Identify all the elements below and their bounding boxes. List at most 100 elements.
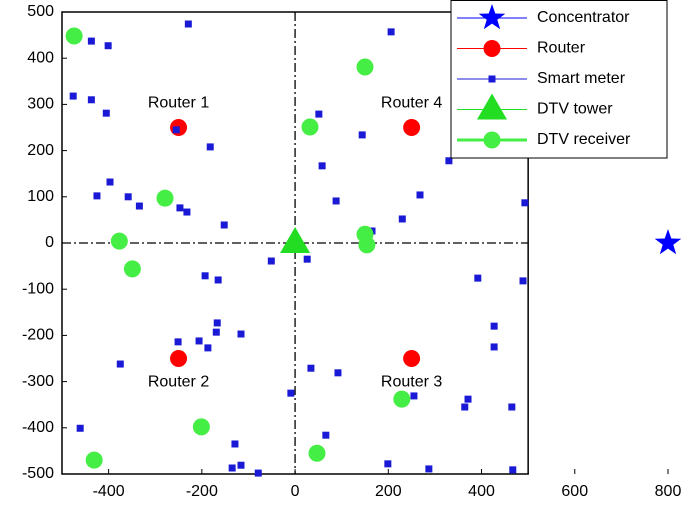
point-label: Router 4 (381, 95, 442, 112)
square-marker (358, 131, 366, 139)
legend-label: Smart meter (537, 70, 626, 87)
y-tick-label: -300 (22, 373, 54, 390)
square-marker (464, 395, 472, 403)
square-marker (195, 337, 203, 345)
square-marker (322, 431, 330, 439)
star-marker (654, 229, 682, 255)
square-marker (508, 403, 516, 411)
square-marker (425, 465, 433, 473)
plot-frame (61, 11, 529, 475)
square-marker (490, 322, 498, 330)
triangle-marker (280, 227, 311, 253)
point-label: Router 1 (148, 95, 209, 112)
square-marker (76, 424, 84, 432)
x-tick-label: -200 (186, 483, 218, 500)
circle-marker (403, 350, 421, 367)
square-marker (201, 272, 209, 280)
square-marker (231, 440, 239, 448)
circle-marker (393, 390, 411, 408)
square-marker (102, 109, 110, 117)
square-marker (332, 197, 340, 205)
legend-label: DTV receiver (537, 131, 631, 148)
square-marker (184, 20, 192, 28)
star-marker (478, 4, 506, 30)
square-marker (124, 193, 132, 201)
circle-marker (85, 451, 103, 469)
square-marker (213, 319, 221, 327)
square-marker (135, 202, 143, 210)
y-tick-label: 100 (27, 188, 54, 205)
square-marker (410, 392, 418, 400)
square-marker (237, 461, 245, 469)
square-marker (416, 191, 424, 199)
triangle-marker (477, 93, 507, 120)
square-marker (174, 338, 182, 346)
square-marker (387, 28, 395, 36)
circle-marker (156, 189, 174, 207)
y-tick-label: -100 (22, 280, 54, 297)
square-marker (69, 92, 77, 100)
square-marker (519, 277, 527, 285)
square-marker (461, 403, 469, 411)
square-marker (104, 42, 112, 50)
legend-label: DTV tower (537, 101, 613, 118)
square-marker (87, 37, 95, 45)
square-marker (334, 369, 342, 377)
circle-marker (65, 27, 83, 45)
square-marker (87, 96, 95, 104)
square-marker (490, 343, 498, 351)
square-marker (183, 208, 191, 216)
legend-label: Router (537, 40, 586, 57)
y-tick-label: 400 (27, 49, 54, 66)
square-marker (93, 192, 101, 200)
square-marker (303, 255, 311, 263)
square-marker (445, 157, 453, 165)
square-marker (509, 466, 517, 474)
circle-marker (358, 236, 376, 254)
circle-marker (403, 119, 421, 136)
square-marker (220, 221, 228, 229)
square-marker (106, 178, 114, 186)
circle-marker (356, 58, 374, 76)
y-tick-label: -500 (22, 465, 54, 482)
x-tick-label: 800 (655, 483, 682, 500)
x-tick-label: -400 (93, 483, 125, 500)
legend-label: Concentrator (537, 9, 630, 26)
square-marker (176, 204, 184, 212)
circle-marker (170, 350, 188, 367)
square-marker (254, 469, 262, 477)
circle-marker (123, 260, 141, 278)
circle-marker (483, 40, 501, 57)
y-tick-label: 0 (45, 234, 54, 251)
circle-marker (483, 131, 501, 149)
square-marker (307, 364, 315, 372)
square-marker (237, 330, 245, 338)
square-marker (206, 143, 214, 151)
y-tick-label: -200 (22, 327, 54, 344)
square-marker (315, 110, 323, 118)
square-marker (474, 274, 482, 282)
x-tick-label: 400 (468, 483, 495, 500)
y-tick-label: 300 (27, 96, 54, 113)
circle-marker (308, 444, 326, 462)
square-marker (384, 460, 392, 468)
square-marker (214, 276, 222, 284)
square-marker (521, 199, 529, 207)
x-tick-label: 0 (291, 483, 300, 500)
x-tick-label: 600 (561, 483, 588, 500)
square-marker (267, 257, 275, 265)
x-tick-label: 200 (375, 483, 402, 500)
square-marker (318, 162, 326, 170)
y-tick-label: 200 (27, 142, 54, 159)
square-marker (172, 126, 180, 134)
square-marker (212, 328, 220, 336)
point-label: Router 3 (381, 374, 442, 391)
circle-marker (192, 418, 210, 436)
square-marker (488, 75, 496, 83)
square-marker (398, 215, 406, 223)
square-marker (287, 389, 295, 397)
y-tick-label: -400 (22, 419, 54, 436)
square-marker (228, 464, 236, 472)
circle-marker (301, 118, 319, 136)
